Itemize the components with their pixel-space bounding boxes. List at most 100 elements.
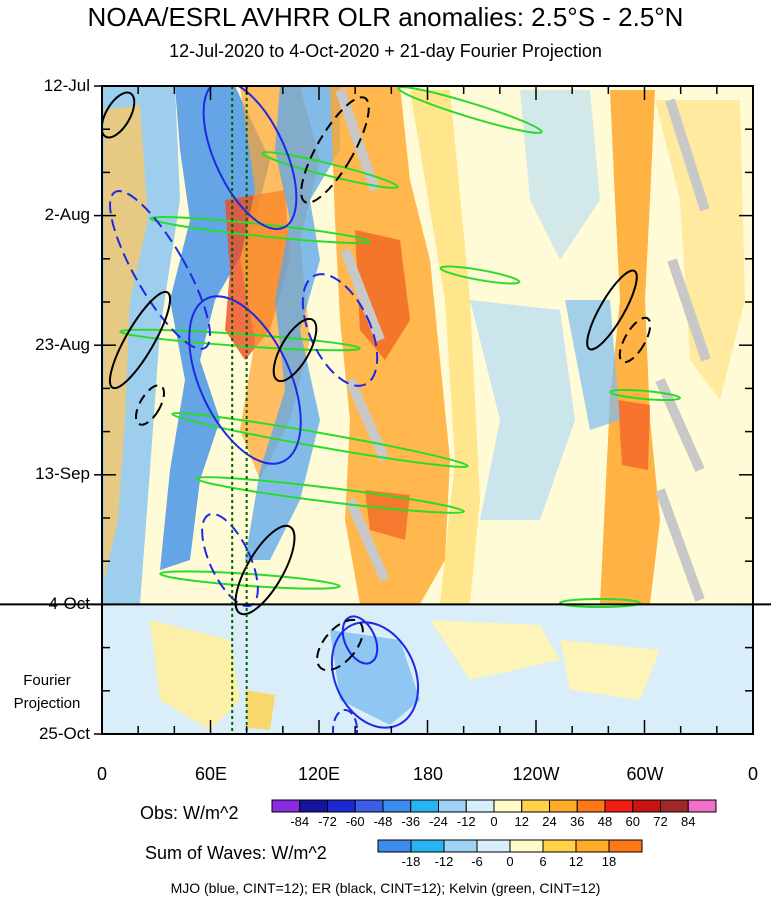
- mjo-contour: [341, 615, 379, 665]
- obs-colorbar-swatch: [382, 799, 412, 813]
- sow-colorbar-tick-label: 0: [506, 854, 513, 869]
- chart-title: NOAA/ESRL AVHRR OLR anomalies: 2.5°S - 2…: [87, 2, 684, 32]
- kelvin-contour: [559, 598, 641, 608]
- mjo-contour: [188, 295, 302, 465]
- y-tick-label: 13-Sep: [35, 464, 90, 483]
- obs-patch-red-pacific2: [365, 490, 410, 540]
- sow-colorbar-tick-label: -18: [402, 854, 421, 869]
- obs-colorbar-tick-label: 72: [653, 814, 667, 829]
- x-tick-label: 0: [747, 764, 758, 784]
- proj-patch-yellow-3: [430, 620, 560, 680]
- obs-colorbar-swatch: [354, 799, 384, 813]
- grey-stripe: [345, 497, 390, 583]
- obs-colorbar-swatch: [438, 799, 467, 813]
- grey-stripe: [345, 377, 390, 463]
- mjo-contour: [109, 190, 211, 350]
- grey-stripe: [665, 98, 710, 212]
- obs-colorbar-swatch: [604, 799, 634, 813]
- er-contour: [272, 317, 318, 383]
- y-tick-label: 2-Aug: [44, 205, 90, 224]
- obs-colorbar-swatch: [660, 799, 689, 813]
- er-contour: [135, 384, 165, 426]
- proj-patch-yellow-1: [150, 620, 240, 730]
- sow-colorbar-swatch: [443, 839, 478, 853]
- obs-colorbar-swatch: [549, 799, 578, 813]
- obs-colorbar-swatch: [687, 799, 717, 813]
- obs-colorbar-tick-label: -36: [401, 814, 420, 829]
- kelvin-contour: [159, 570, 341, 590]
- obs-colorbar-tick-label: -24: [429, 814, 448, 829]
- contour-legend-footer: MJO (blue, CINT=12); ER (black, CINT=12)…: [170, 880, 601, 896]
- er-contour: [102, 91, 136, 139]
- obs-colorbar-tick-label: -60: [346, 814, 365, 829]
- y-tick-label: 12-Jul: [43, 76, 90, 95]
- kelvin-contour: [397, 86, 543, 134]
- kelvin-contour: [195, 476, 465, 514]
- chart-subtitle: 12-Jul-2020 to 4-Oct-2020 + 21-day Fouri…: [169, 41, 602, 61]
- obs-colorbar-swatch: [327, 799, 356, 813]
- obs-colorbar-tick-label: -12: [457, 814, 476, 829]
- grey-stripe: [655, 488, 705, 602]
- sow-colorbar-swatch: [575, 839, 610, 853]
- kelvin-contour: [261, 151, 399, 189]
- x-axis-ticks: [101, 86, 754, 734]
- mjo-contour: [332, 709, 358, 734]
- er-contours: [102, 91, 652, 672]
- grey-stripe: [667, 258, 711, 362]
- y-tick-label: 4-Oct: [48, 594, 90, 613]
- obs-colorbar-label: Obs: W/m^2: [140, 803, 239, 823]
- er-contour: [618, 316, 652, 364]
- y-axis-ticks: [94, 85, 753, 735]
- er-contour: [234, 524, 296, 616]
- obs-colorbar-swatch: [493, 799, 523, 813]
- sow-colorbar-tick-label: 12: [569, 854, 583, 869]
- obs-patch-lightblue-epac: [470, 300, 575, 520]
- obs-colorbar-swatch: [299, 799, 328, 813]
- x-tick-label: 120W: [512, 764, 560, 784]
- obs-colorbar-tick-label: 24: [542, 814, 556, 829]
- obs-colorbar-tick-label: 36: [570, 814, 584, 829]
- x-tick-label: 120E: [297, 764, 341, 784]
- sow-colorbar-tick-label: 18: [602, 854, 616, 869]
- obs-colorbar-swatch: [271, 799, 301, 813]
- x-tick-label: 60W: [626, 764, 664, 784]
- mjo-contours: [109, 86, 420, 734]
- proj-patch-yellow-2: [245, 690, 275, 730]
- obs-colorbar-tick-label: 0: [490, 814, 497, 829]
- kelvin-contour: [171, 412, 469, 468]
- sow-colorbar-swatch: [476, 839, 511, 853]
- mjo-contour: [330, 621, 420, 729]
- er-contour: [586, 269, 638, 351]
- sow-colorbar-label: Sum of Waves: W/m^2: [145, 843, 327, 863]
- er-contour: [108, 290, 172, 390]
- obs-colorbar-tick-label: -72: [318, 814, 337, 829]
- obs-patch-yellow-dateline: [410, 90, 480, 604]
- reference-lines: [231, 86, 248, 734]
- obs-colorbar-swatch: [521, 799, 550, 813]
- obs-patch-blue-americas: [565, 300, 620, 430]
- obs-colorbar-tick-label: 48: [598, 814, 612, 829]
- grey-wave-stripes: [335, 88, 711, 602]
- kelvin-contour: [609, 388, 681, 402]
- grey-stripe: [655, 377, 705, 473]
- obs-colorbar-tick-label: 84: [681, 814, 695, 829]
- obs-patch-orange-west: [104, 105, 148, 580]
- obs-colorbar-tick-label: -48: [374, 814, 393, 829]
- obs-colorbar-swatch: [576, 799, 606, 813]
- kelvin-contour: [439, 265, 521, 285]
- obs-colorbar-tick-label: -84: [290, 814, 309, 829]
- obs-patch-red-americas: [618, 400, 650, 470]
- sow-colorbar-tick-label: -6: [471, 854, 483, 869]
- obs-colorbar-swatch: [410, 799, 439, 813]
- sow-colorbar-swatch: [542, 839, 577, 853]
- obs-colorbar-swatch: [632, 799, 661, 813]
- y-tick-label: 25-Oct: [38, 724, 90, 743]
- obs-patch-orange-americas: [600, 90, 660, 604]
- proj-patch-yellow-4: [560, 640, 660, 700]
- sow-colorbar-swatch: [410, 839, 445, 853]
- x-tick-label: 0: [96, 764, 107, 784]
- projection-label-line1: Fourier: [23, 672, 71, 689]
- x-tick-label: 180: [412, 764, 444, 784]
- mjo-contour: [202, 86, 298, 230]
